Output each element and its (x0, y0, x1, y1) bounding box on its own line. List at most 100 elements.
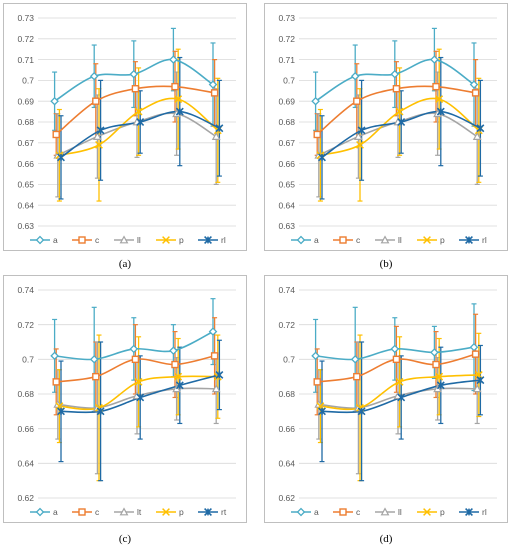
legend-key-a-marker (296, 235, 306, 245)
data-point-ll (211, 131, 221, 140)
data-point-a (390, 344, 400, 354)
y-tick-labels: 0.63 0.64 0.65 0.66 0.67 0.68 0.69 0.7 0.71 0.72 0… (278, 13, 295, 231)
legend-label-p: p (179, 235, 184, 245)
data-point-c (392, 85, 401, 93)
legend-key-ll-marker (380, 507, 390, 516)
data-point-c (353, 372, 361, 381)
data-point-a (430, 55, 439, 64)
chart-panel-b: 0.63 0.64 0.65 0.66 0.67 0.68 0.69 0.7 0.71 0.72 0… (264, 3, 508, 251)
data-point-rl (57, 153, 65, 162)
data-point-p (435, 95, 444, 104)
y-tick-label: 0.63 (17, 221, 34, 231)
legend-label-lt: lt (137, 507, 142, 517)
y-tick-label: 0.73 (17, 13, 34, 23)
legend-label-rl: rl (482, 507, 487, 517)
data-point-c (171, 82, 179, 91)
y-tick-label: 0.66 (278, 424, 295, 434)
data-point-c (131, 355, 140, 364)
legend-key-p-marker (423, 236, 431, 244)
legend-label-a: a (314, 235, 319, 245)
legend: a c ll p rl (291, 235, 487, 245)
data-point-p (356, 140, 364, 149)
data-point-rt (136, 393, 145, 402)
chart-d: 0.62 0.64 0.66 0.68 0.7 0.72 0.74 a c ll p rl (278, 285, 497, 517)
data-point-rl (175, 107, 184, 116)
y-tick-label: 0.73 (278, 13, 295, 23)
data-point-rt (215, 370, 224, 379)
y-tick-label: 0.64 (17, 200, 34, 210)
data-point-a (89, 355, 99, 364)
data-point-ll (353, 131, 363, 140)
data-point-p (174, 372, 183, 381)
data-point-c (471, 350, 480, 358)
data-point-p (395, 377, 404, 386)
data-point-rl (136, 118, 145, 126)
data-point-a (350, 71, 360, 81)
legend-key-rt-marker (204, 508, 212, 516)
data-point-a (169, 55, 178, 64)
legend-label-p: p (440, 235, 445, 245)
chart-b: 0.63 0.64 0.65 0.66 0.67 0.68 0.69 0.7 0.71 0.72 0… (278, 13, 497, 245)
legend-key-c-marker (78, 508, 86, 516)
y-tick-label: 0.62 (278, 493, 295, 503)
y-tick-label: 0.69 (17, 96, 34, 106)
y-tick-label: 0.7 (283, 355, 295, 365)
chart-a: 0.63 0.64 0.65 0.66 0.67 0.68 0.69 0.7 0.71 0.72 0… (17, 13, 236, 245)
y-tick-label: 0.72 (278, 320, 295, 330)
chart-caption-c: (c) (118, 533, 132, 545)
data-point-rl (476, 124, 485, 133)
y-tick-labels: 0.62 0.64 0.66 0.68 0.7 0.72 0.74 (278, 285, 295, 503)
chart-panel-a: 0.63 0.64 0.65 0.66 0.67 0.68 0.69 0.7 0.71 0.72 0… (3, 3, 247, 251)
legend-key-rl-marker (465, 508, 473, 516)
y-tick-label: 0.67 (278, 138, 295, 148)
chart-panel-d: 0.62 0.64 0.66 0.68 0.7 0.72 0.74 a c ll p rl (264, 275, 508, 523)
legend-key-rl-marker (465, 236, 473, 244)
series-markers (311, 55, 485, 162)
y-tick-labels: 0.62 0.64 0.66 0.68 0.7 0.72 0.74 (17, 285, 34, 503)
y-tick-label: 0.71 (278, 55, 295, 65)
data-point-a (311, 351, 320, 361)
y-tick-label: 0.7 (22, 76, 34, 86)
data-point-rt (96, 407, 105, 416)
y-tick-label: 0.67 (17, 138, 34, 148)
data-point-rl (96, 126, 105, 135)
y-tick-label: 0.63 (278, 221, 295, 231)
legend-label-a: a (53, 235, 58, 245)
legend-key-c-marker (339, 508, 347, 516)
series-markers (311, 342, 485, 416)
data-point-rl (436, 381, 445, 390)
legend-key-c-marker (339, 236, 347, 244)
data-point-p (174, 95, 183, 104)
data-point-ll (472, 131, 482, 140)
y-tick-label: 0.7 (22, 355, 34, 365)
legend-key-p-marker (162, 508, 170, 516)
data-point-c (52, 130, 60, 139)
y-tick-label: 0.68 (17, 389, 34, 399)
series-markers (50, 55, 224, 162)
legend-label-a: a (53, 507, 58, 517)
data-point-c (313, 130, 321, 139)
data-point-a (50, 351, 59, 361)
data-point-p (134, 107, 143, 116)
y-tick-label: 0.65 (17, 180, 34, 190)
legend-label-c: c (95, 235, 100, 245)
chart-panel-c: 0.62 0.64 0.66 0.68 0.7 0.72 0.74 a c lt p rt (3, 275, 247, 523)
data-point-rl (318, 153, 326, 162)
legend-key-lt-marker (119, 507, 129, 516)
data-point-a (129, 344, 139, 354)
legend-label-p: p (440, 507, 445, 517)
data-point-c (471, 89, 480, 97)
y-tick-label: 0.69 (278, 96, 295, 106)
y-tick-label: 0.7 (283, 76, 295, 86)
legend-key-p-marker (162, 236, 170, 244)
chart-caption-b: (b) (379, 258, 393, 270)
data-point-rl (476, 376, 485, 385)
legend: a c ll p rl (291, 507, 487, 517)
legend-label-c: c (356, 507, 361, 517)
data-point-rl (436, 107, 445, 116)
chart-caption-d: (d) (379, 533, 393, 545)
legend-key-c-marker (78, 236, 86, 244)
y-tick-label: 0.64 (278, 200, 295, 210)
data-point-lt (211, 384, 221, 393)
data-point-c (313, 378, 321, 386)
